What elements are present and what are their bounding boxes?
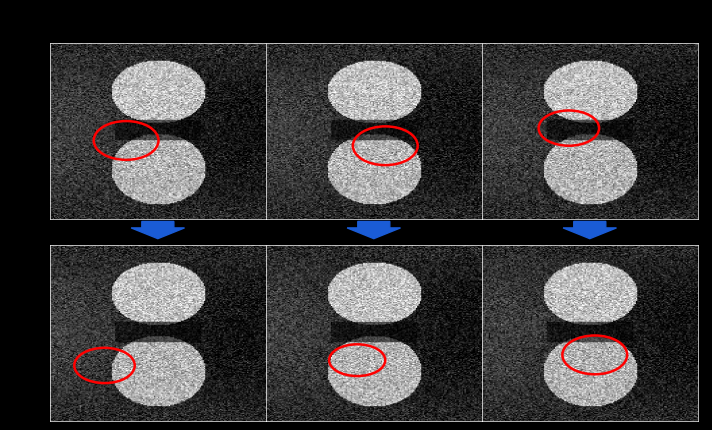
Text: US-Subject 001: US-Subject 001 [80, 23, 236, 41]
Text: Pre-OP: Pre-OP [28, 98, 46, 164]
Text: US-Subject 002: US-Subject 002 [296, 23, 451, 41]
Text: US-Subject 003: US-Subject 003 [512, 23, 667, 41]
Text: 48w: 48w [28, 314, 46, 353]
